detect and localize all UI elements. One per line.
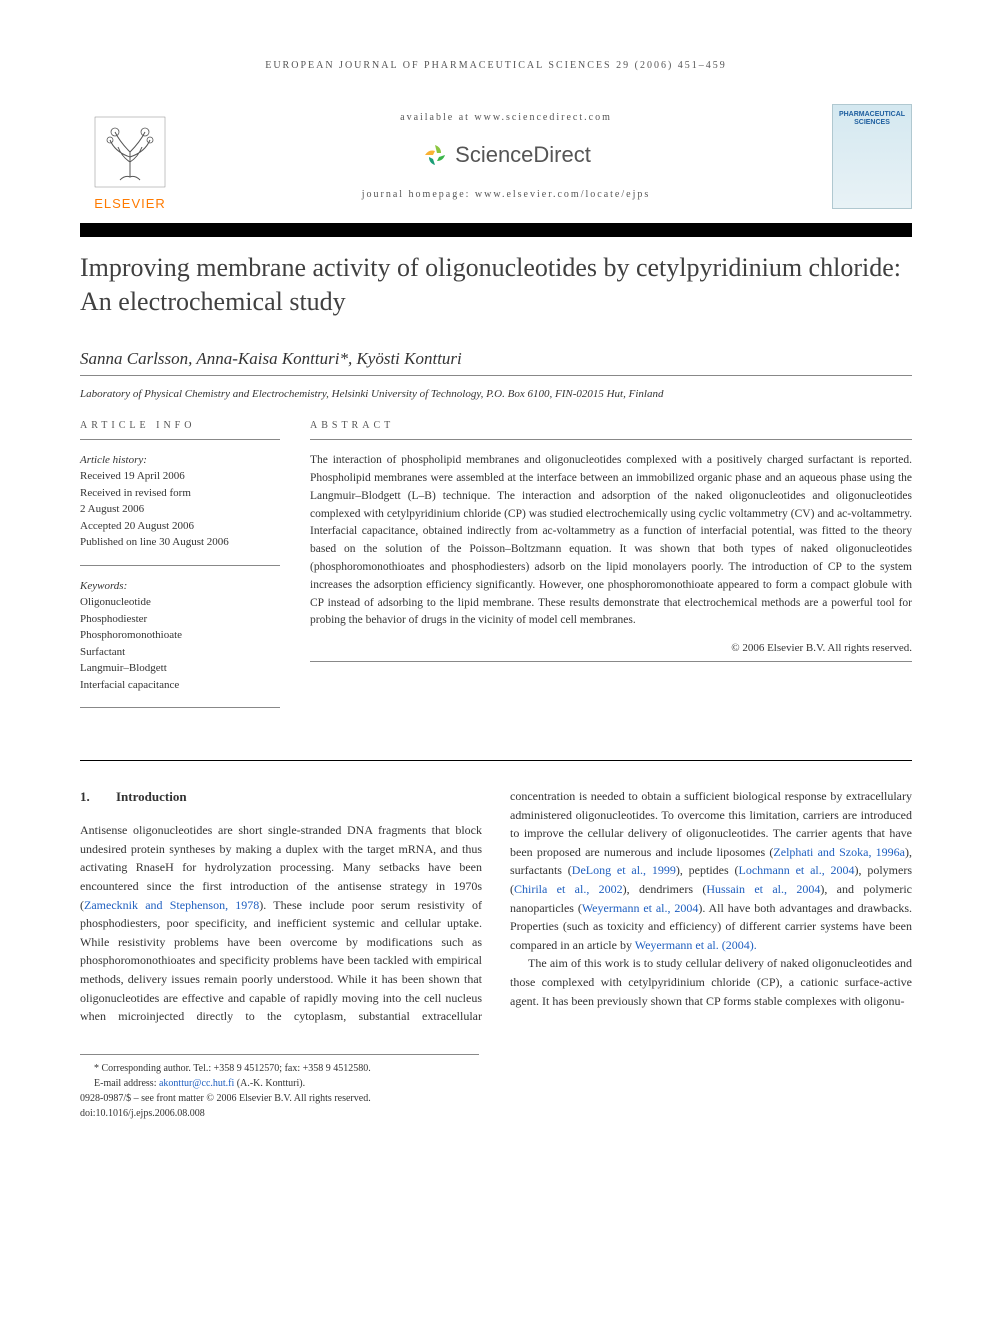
body-paragraph: The aim of this work is to study cellula… (510, 954, 912, 1010)
keyword: Oligonucleotide (80, 594, 280, 611)
section-title: Introduction (116, 789, 187, 804)
history-item: Received 19 April 2006 (80, 468, 280, 485)
affiliation: Laboratory of Physical Chemistry and Ele… (80, 388, 912, 400)
full-divider (80, 760, 912, 761)
sciencedirect-label: ScienceDirect (455, 142, 591, 168)
citation-link[interactable]: Weyermann et al., 2004 (582, 901, 699, 915)
divider (310, 439, 912, 440)
divider (310, 661, 912, 662)
divider (80, 439, 280, 440)
divider (80, 565, 280, 566)
history-label: Article history: (80, 452, 280, 469)
email-line: E-mail address: akonttur@cc.hut.fi (A.-K… (80, 1076, 479, 1091)
front-matter-line: 0928-0987/$ – see front matter © 2006 El… (80, 1091, 479, 1106)
footnotes: * Corresponding author. Tel.: +358 9 451… (80, 1054, 479, 1121)
article-history-block: Article history: Received 19 April 2006 … (80, 452, 280, 551)
citation-link[interactable]: Zelphati and Szoka, 1996a (773, 845, 905, 859)
keyword: Surfactant (80, 644, 280, 661)
keyword: Interfacial capacitance (80, 677, 280, 694)
doi-line: doi:10.1016/j.ejps.2006.08.008 (80, 1106, 479, 1121)
abstract-copyright: © 2006 Elsevier B.V. All rights reserved… (310, 640, 912, 657)
journal-header-line: EUROPEAN JOURNAL OF PHARMACEUTICAL SCIEN… (80, 60, 912, 71)
keywords-label: Keywords: (80, 578, 280, 595)
banner-center: available at www.sciencedirect.com Scien… (180, 112, 832, 200)
keywords-block: Keywords: Oligonucleotide Phosphodiester… (80, 578, 280, 694)
authors-line: Sanna Carlsson, Anna-Kaisa Kontturi*, Ky… (80, 349, 912, 369)
elsevier-label: ELSEVIER (94, 196, 166, 211)
abstract-column: ABSTRACT The interaction of phospholipid… (310, 418, 912, 721)
corresponding-author-note: * Corresponding author. Tel.: +358 9 451… (80, 1061, 479, 1076)
article-info-heading: ARTICLE INFO (80, 418, 280, 433)
divider (80, 375, 912, 376)
abstract-text: The interaction of phospholipid membrane… (310, 452, 912, 630)
citation-link[interactable]: Chirila et al., 2002 (514, 882, 623, 896)
citation-link[interactable]: Hussain et al., 2004 (706, 882, 820, 896)
section-number: 1. (80, 787, 116, 807)
citation-link[interactable]: DeLong et al., 1999 (572, 863, 676, 877)
section-heading: 1.Introduction (80, 787, 482, 807)
history-item: Received in revised form (80, 485, 280, 502)
black-divider-bar (80, 223, 912, 237)
available-at-line: available at www.sciencedirect.com (180, 112, 832, 123)
banner: ELSEVIER available at www.sciencedirect.… (80, 101, 912, 211)
keyword: Langmuir–Blodgett (80, 660, 280, 677)
citation-link[interactable]: Zamecknik and Stephenson, 1978 (84, 898, 259, 912)
sciencedirect-logo: ScienceDirect (421, 141, 591, 169)
history-item: Accepted 20 August 2006 (80, 518, 280, 535)
keyword: Phosphodiester (80, 611, 280, 628)
info-abstract-row: ARTICLE INFO Article history: Received 1… (80, 418, 912, 721)
citation-link[interactable]: Weyermann et al. (2004). (635, 938, 757, 952)
email-link[interactable]: akonttur@cc.hut.fi (159, 1078, 234, 1089)
email-label: E-mail address: (94, 1078, 159, 1089)
article-info-column: ARTICLE INFO Article history: Received 1… (80, 418, 280, 721)
body-text: ), dendrimers ( (623, 882, 707, 896)
abstract-heading: ABSTRACT (310, 418, 912, 434)
citation-link[interactable]: Lochmann et al., 2004 (738, 863, 854, 877)
elsevier-logo: ELSEVIER (80, 101, 180, 211)
elsevier-tree-icon (90, 112, 170, 192)
journal-homepage-line: journal homepage: www.elsevier.com/locat… (180, 189, 832, 200)
keyword: Phosphoromonothioate (80, 627, 280, 644)
article-title: Improving membrane activity of oligonucl… (80, 251, 912, 319)
author-names: Sanna Carlsson, Anna-Kaisa Kontturi*, Ky… (80, 349, 462, 368)
history-item: Published on line 30 August 2006 (80, 534, 280, 551)
body-two-column: 1.Introduction Antisense oligonucleotide… (80, 787, 912, 1026)
email-suffix: (A.-K. Kontturi). (234, 1078, 305, 1089)
sciencedirect-icon (421, 141, 449, 169)
journal-cover-thumbnail: PHARMACEUTICAL SCIENCES (832, 104, 912, 209)
history-item: 2 August 2006 (80, 501, 280, 518)
divider (80, 707, 280, 708)
body-text: ), peptides ( (676, 863, 739, 877)
